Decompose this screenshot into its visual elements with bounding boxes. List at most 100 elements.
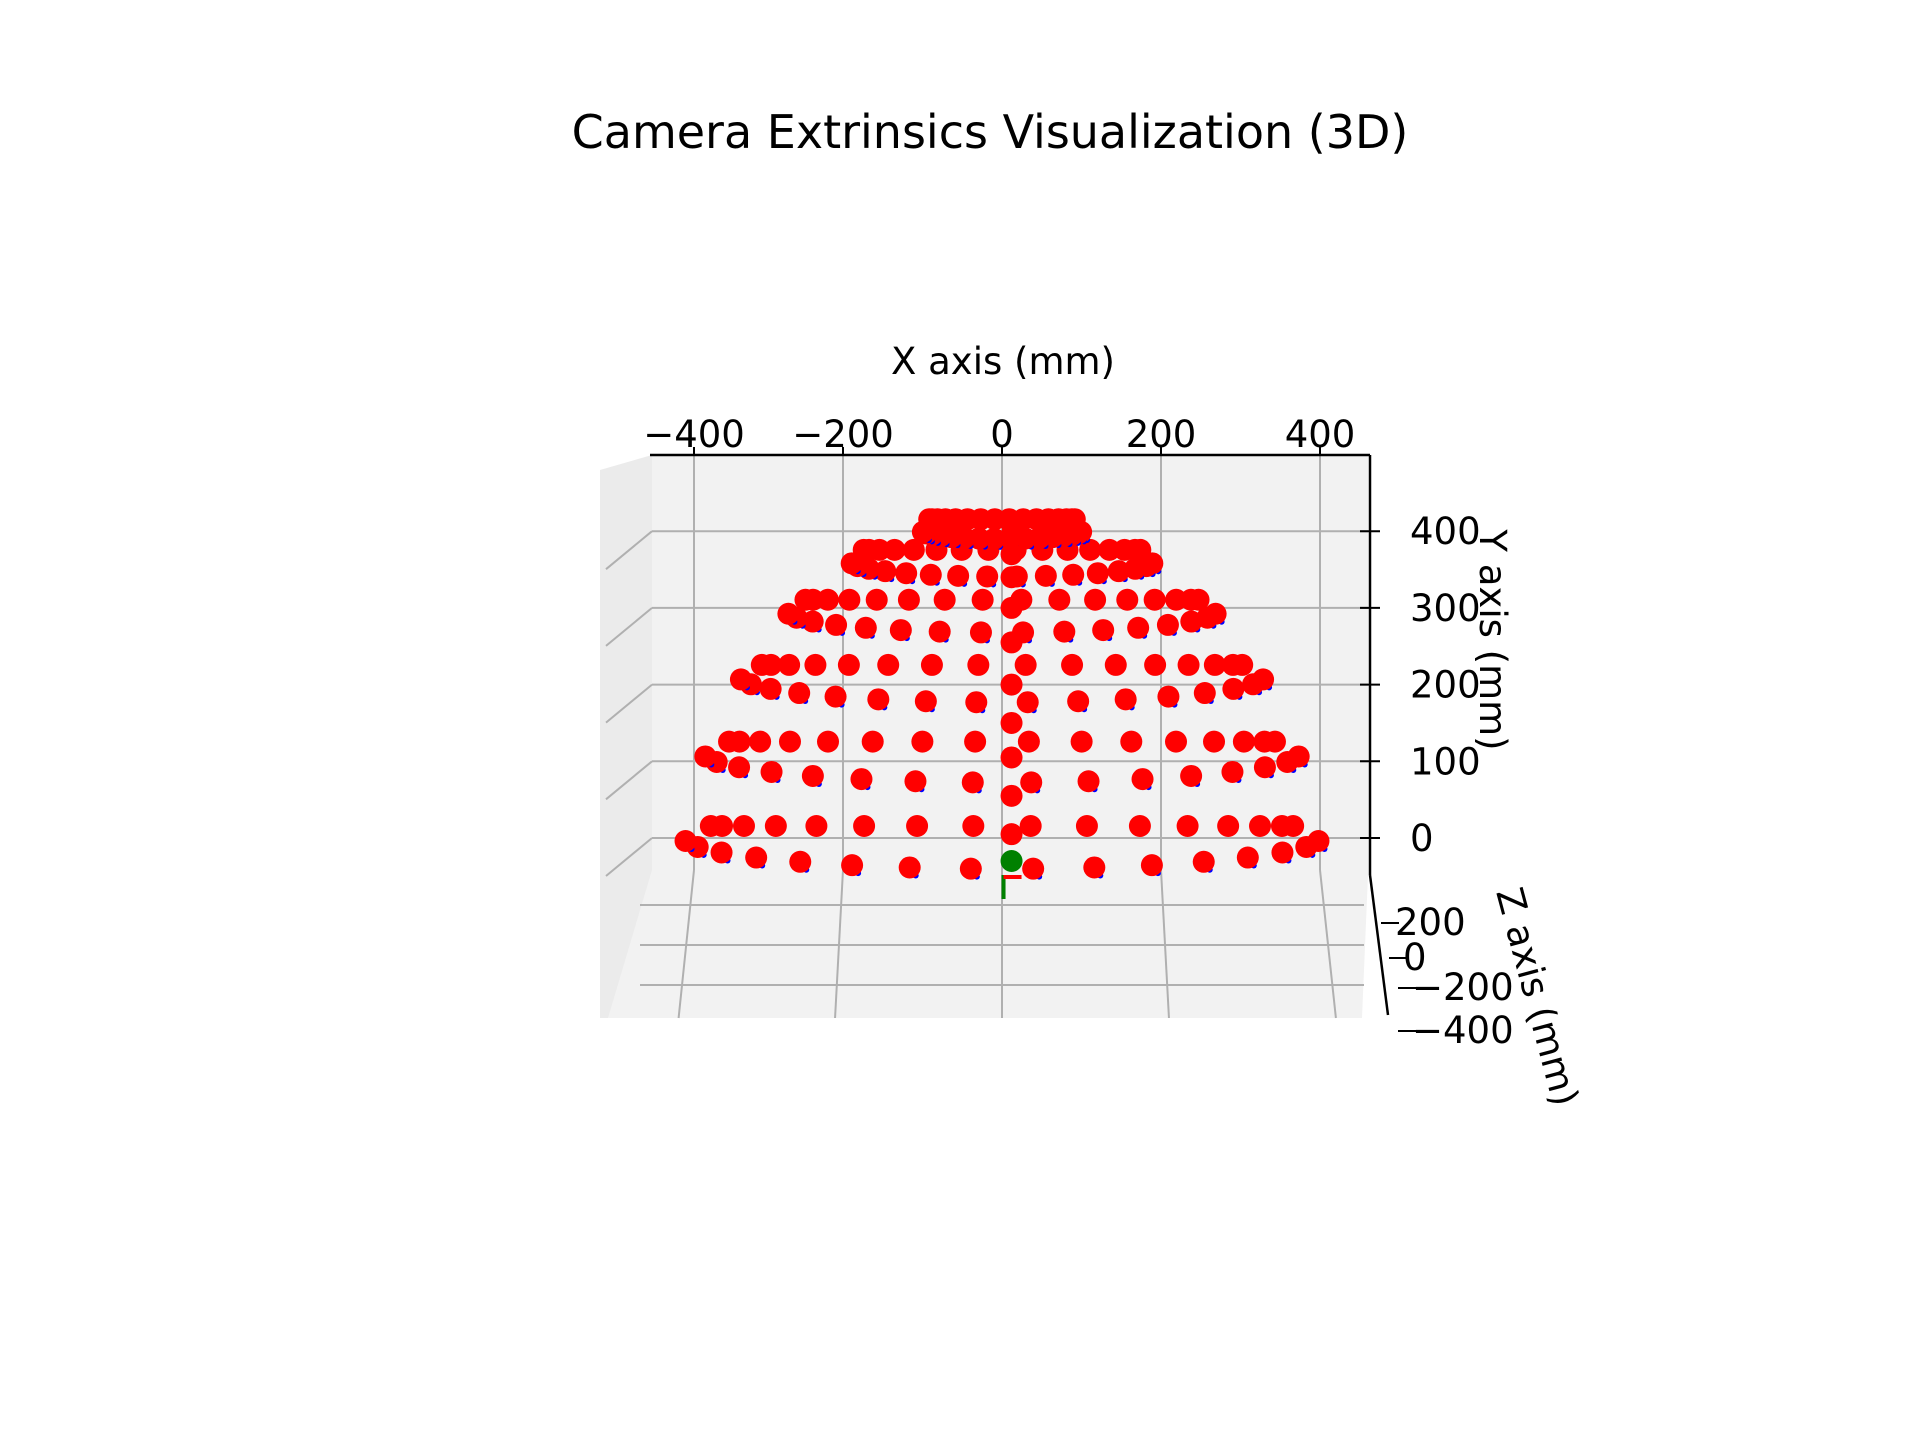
camera-point	[817, 730, 840, 753]
camera-point	[867, 688, 890, 711]
camera-point	[1127, 616, 1150, 639]
camera-point	[824, 685, 847, 708]
camera-point	[1000, 673, 1023, 696]
camera-point	[1164, 730, 1187, 753]
camera-point	[1193, 682, 1216, 705]
camera-point	[841, 854, 864, 877]
camera-point	[1116, 588, 1139, 611]
camera-point	[1232, 730, 1255, 753]
x-tick-label: 0	[990, 413, 1014, 456]
camera-point	[961, 771, 984, 794]
camera-point	[854, 616, 877, 639]
camera-point	[1075, 815, 1098, 837]
camera-point	[1000, 631, 1023, 654]
camera-point	[964, 730, 987, 753]
camera-point	[794, 588, 817, 611]
camera-point	[694, 745, 717, 768]
camera-point	[919, 563, 942, 586]
origin-point	[1000, 850, 1023, 873]
side-pane	[600, 455, 652, 1018]
camera-point	[852, 538, 875, 561]
camera-point	[1165, 588, 1188, 611]
camera-point	[904, 770, 927, 793]
camera-point	[745, 846, 768, 869]
camera-point	[1098, 538, 1121, 561]
camera-point	[1077, 770, 1100, 793]
x-tick-label: 200	[1126, 413, 1197, 456]
camera-point	[1000, 784, 1023, 807]
y-tick-label: 400	[1410, 510, 1481, 553]
camera-point	[1086, 562, 1109, 585]
camera-point	[718, 730, 741, 753]
camera-point	[983, 527, 1006, 550]
camera-point	[1034, 564, 1057, 587]
camera-point	[1062, 563, 1085, 586]
z-tick-label: −200	[1412, 966, 1514, 1009]
z-tick-label: 200	[1395, 901, 1466, 944]
camera-point	[1276, 751, 1299, 774]
camera-point	[1192, 850, 1215, 873]
camera-point	[825, 613, 848, 636]
camera-point	[750, 653, 773, 676]
x-tick-label: −200	[792, 413, 894, 456]
camera-point	[1070, 730, 1093, 753]
camera-point	[920, 653, 943, 676]
axis-lines	[650, 453, 1390, 1016]
z-tick-label: 0	[1403, 936, 1427, 979]
camera-point	[1177, 653, 1200, 676]
camera-point	[902, 538, 925, 561]
z-tick-label: −400	[1412, 1009, 1514, 1052]
camera-point	[1016, 691, 1039, 714]
camera-point	[959, 857, 982, 880]
camera-point	[1104, 653, 1127, 676]
camera-point	[1079, 538, 1102, 561]
camera-point	[1124, 557, 1147, 580]
camera-point	[889, 619, 912, 642]
camera-point	[1144, 653, 1167, 676]
camera-point	[1270, 815, 1293, 837]
camera-point	[914, 690, 937, 713]
camera-point	[749, 730, 772, 753]
camera-point	[801, 764, 824, 787]
camera-point	[1014, 653, 1037, 676]
camera-point	[1156, 613, 1179, 636]
camera-point	[865, 588, 888, 611]
camera-point	[1000, 711, 1023, 734]
camera-point	[1113, 538, 1136, 561]
camera-point	[883, 538, 906, 561]
camera-point	[1140, 854, 1163, 877]
camera-point	[1120, 730, 1143, 753]
camera-point	[965, 691, 988, 714]
camera-point	[1295, 835, 1318, 858]
camera-point	[674, 830, 697, 853]
camera-point	[962, 815, 985, 837]
camera-point	[911, 730, 934, 753]
camera-point	[1022, 857, 1045, 880]
camera-point	[764, 815, 787, 837]
x-tick-label: 400	[1285, 413, 1356, 456]
camera-point	[760, 760, 783, 783]
camera-point	[877, 653, 900, 676]
camera-point	[1000, 746, 1023, 769]
camera-point	[732, 815, 755, 837]
camera-point	[933, 588, 956, 611]
camera-point	[710, 841, 733, 864]
camera-point	[1203, 653, 1226, 676]
camera-point	[1019, 815, 1042, 837]
camera-point	[1180, 764, 1203, 787]
camera-point	[1114, 688, 1137, 711]
camera-point	[874, 560, 897, 583]
camera-point	[1253, 756, 1276, 779]
camera-point	[1053, 620, 1076, 643]
data-points	[674, 508, 1330, 900]
camera-point	[1000, 543, 1023, 566]
camera-point	[1242, 673, 1265, 696]
camera-point	[1131, 768, 1154, 791]
camera-point	[1157, 685, 1180, 708]
chart-title: Camera Extrinsics Visualization (3D)	[572, 105, 1409, 159]
camera-point	[777, 602, 800, 625]
y-tick-label: 100	[1410, 740, 1481, 783]
y-axis-label: Y axis (mm)	[1471, 528, 1514, 750]
